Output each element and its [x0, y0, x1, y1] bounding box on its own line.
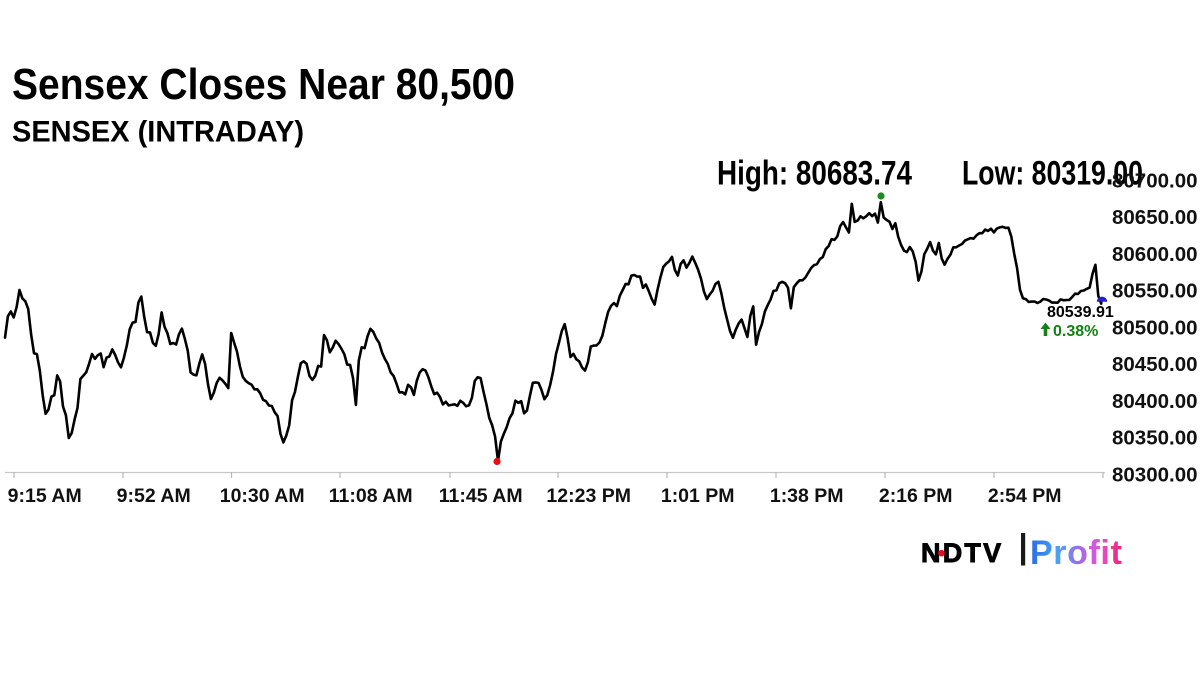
svg-text:80550.00: 80550.00 [1112, 280, 1198, 303]
svg-text:NDTV: NDTV [921, 538, 1003, 568]
svg-text:SENSEX (INTRADAY): SENSEX (INTRADAY) [12, 116, 304, 149]
svg-text:80500.00: 80500.00 [1112, 316, 1198, 339]
svg-text:80650.00: 80650.00 [1112, 206, 1198, 229]
svg-text:80400.00: 80400.00 [1112, 390, 1198, 413]
svg-text:10:30 AM: 10:30 AM [220, 485, 305, 507]
svg-text:2:16 PM: 2:16 PM [879, 485, 953, 507]
svg-text:Profit: Profit [1030, 534, 1122, 572]
svg-text:1:01 PM: 1:01 PM [661, 485, 735, 507]
svg-text:12:23 PM: 12:23 PM [546, 485, 631, 507]
svg-text:High: 80683.74: High: 80683.74 [717, 155, 912, 193]
svg-text:80450.00: 80450.00 [1112, 353, 1198, 376]
svg-text:9:15 AM: 9:15 AM [8, 485, 82, 507]
svg-text:80600.00: 80600.00 [1112, 243, 1198, 266]
svg-text:9:52 AM: 9:52 AM [117, 485, 191, 507]
svg-text:80539.91: 80539.91 [1047, 304, 1114, 321]
svg-text:1:38 PM: 1:38 PM [770, 485, 844, 507]
svg-text:Sensex Closes Near 80,500: Sensex Closes Near 80,500 [12, 60, 515, 109]
svg-text:11:08 AM: 11:08 AM [329, 485, 413, 507]
svg-text:80700.00: 80700.00 [1112, 169, 1198, 192]
svg-text:80300.00: 80300.00 [1112, 463, 1198, 486]
svg-text:80350.00: 80350.00 [1112, 427, 1198, 450]
svg-text:11:45 AM: 11:45 AM [439, 485, 523, 507]
svg-text:0.38%: 0.38% [1053, 323, 1098, 340]
svg-text:Low: 80319.00: Low: 80319.00 [962, 155, 1143, 193]
svg-text:2:54 PM: 2:54 PM [988, 485, 1062, 507]
